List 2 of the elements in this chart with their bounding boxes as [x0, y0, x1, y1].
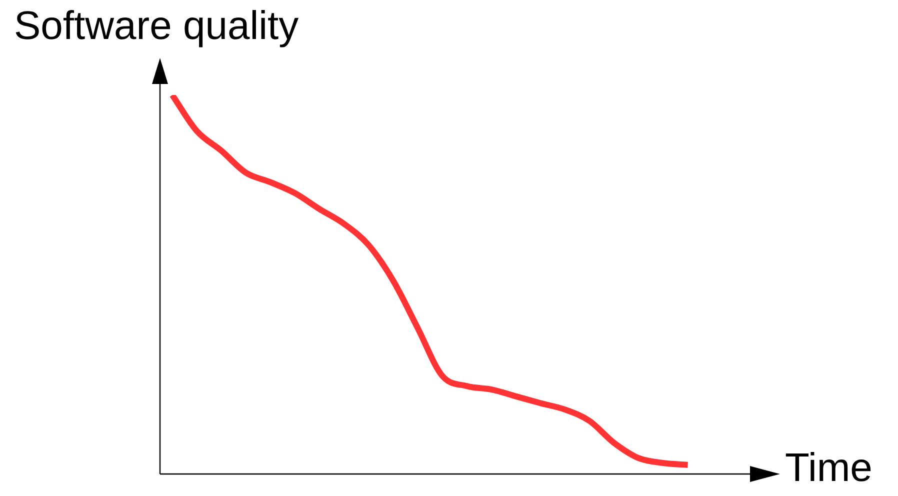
x-axis-title: Time	[785, 446, 872, 491]
chart-title: Software quality	[14, 4, 299, 49]
